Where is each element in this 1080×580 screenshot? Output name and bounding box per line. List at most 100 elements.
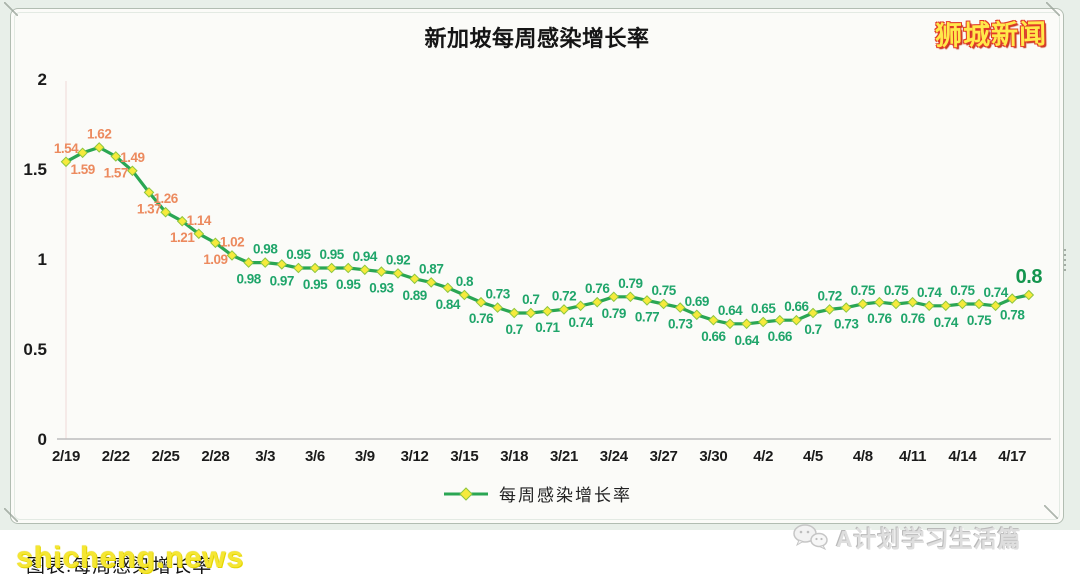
data-point-marker: [558, 304, 570, 315]
data-point-label: 0.74: [983, 285, 1008, 300]
x-tick-label: 2/22: [102, 448, 130, 465]
data-point-marker: [442, 282, 454, 294]
data-point-marker: [757, 316, 769, 328]
y-tick-label: 2: [38, 70, 47, 89]
data-point-marker: [641, 295, 653, 306]
data-point-marker: [608, 291, 620, 303]
data-point-label: 0.71: [535, 320, 560, 335]
data-point-label: 0.66: [768, 329, 793, 344]
data-point-label: 0.76: [900, 311, 925, 326]
data-point-marker: [459, 289, 470, 301]
legend-series-label: 每周感染增长率: [499, 486, 632, 505]
x-tick-label: 3/30: [699, 448, 727, 465]
x-tick-label: 4/2: [753, 448, 773, 465]
data-point-marker: [874, 296, 885, 308]
data-point-marker: [77, 147, 88, 159]
data-point-label: 0.97: [270, 273, 294, 288]
data-point-marker: [1023, 289, 1035, 301]
data-point-marker: [940, 300, 952, 312]
x-tick-label: 4/11: [899, 448, 926, 465]
chart-title: 新加坡每周感染增长率: [424, 26, 650, 51]
data-point-label: 0.94: [353, 249, 378, 264]
data-point-marker: [342, 262, 354, 274]
data-point-marker: [658, 298, 669, 310]
data-point-marker: [127, 165, 138, 177]
data-point-marker: [807, 307, 819, 319]
data-point-label: 0.74: [568, 315, 593, 330]
chart-card-inner-border: [14, 12, 1060, 520]
y-tick-label: 0.5: [23, 340, 47, 359]
data-point-label: 0.98: [253, 242, 278, 257]
data-point-marker: [226, 250, 238, 261]
data-point-label: 0.7: [506, 322, 523, 337]
data-point-marker: [890, 298, 902, 310]
data-point-marker: [674, 302, 686, 313]
data-point-label: 1.14: [187, 213, 212, 228]
data-point-label: 1.09: [203, 252, 227, 267]
data-point-label: 0.75: [967, 313, 992, 328]
x-tick-label: 2/28: [201, 448, 229, 465]
data-point-label: 1.02: [220, 234, 244, 249]
data-point-marker: [525, 307, 537, 319]
data-point-marker: [1006, 293, 1018, 304]
data-point-label: 0.93: [369, 281, 394, 296]
x-tick-label: 3/27: [650, 448, 678, 465]
chart-legend: 每周感染增长率: [11, 481, 1063, 506]
data-point-label: 0.84: [436, 297, 461, 312]
x-tick-label: 3/6: [305, 448, 325, 465]
data-point-label: 0.95: [286, 247, 311, 262]
data-point-label: 0.74: [934, 315, 959, 330]
data-point-label: 1.37: [137, 201, 161, 216]
data-point-label: 0.75: [950, 283, 975, 298]
y-tick-label: 0: [38, 430, 47, 449]
growth-line-chart: 2 1.5 1 0.5 0 2/19 2/22 2/25 2/28 3/3 3/6 3/9 3/12 3/…: [23, 70, 1051, 465]
scrollbar-indicator[interactable]: [1062, 246, 1068, 274]
data-point-label: 0.64: [734, 333, 759, 348]
data-point-marker: [160, 206, 171, 218]
y-tick-label: 1.5: [23, 160, 47, 179]
data-point-marker: [973, 298, 985, 310]
data-point-marker: [708, 314, 719, 326]
y-tick-label: 1: [38, 250, 47, 269]
data-point-marker: [691, 309, 703, 321]
data-point-label: 0.92: [386, 252, 410, 267]
x-tick-label: 3/21: [550, 448, 578, 465]
data-point-marker: [392, 268, 404, 279]
data-point-label: 0.77: [635, 309, 659, 324]
shicheng-news-watermark: shicheng.news: [16, 541, 245, 574]
wechat-account-name: A计划学习生活篇: [836, 526, 1022, 552]
data-point-label: 1.57: [104, 165, 128, 180]
data-point-label: 0.7: [522, 292, 539, 307]
data-point-marker: [923, 300, 935, 312]
data-point-label: 0.78: [1000, 308, 1025, 323]
data-point-marker: [575, 300, 586, 312]
data-point-label: 0.95: [336, 277, 361, 292]
legend-line-marker-icon: [444, 486, 488, 501]
data-point-marker: [475, 296, 487, 308]
data-point-marker: [276, 259, 288, 270]
data-point-label: 0.98: [236, 272, 261, 287]
data-point-marker: [791, 314, 802, 326]
data-point-marker: [176, 215, 188, 227]
data-point-marker: [243, 257, 254, 268]
chart-source-caption: 图表:每周感染增长率: [26, 556, 213, 577]
x-tick-label: 3/24: [600, 448, 629, 465]
data-point-marker: [326, 262, 337, 274]
x-tick-label: 4/14: [948, 448, 977, 465]
data-point-label: 0.74: [917, 285, 942, 300]
data-point-label: 0.66: [701, 329, 726, 344]
data-point-label: 1.59: [70, 162, 94, 177]
data-point-label: 0.66: [784, 299, 809, 314]
data-point-marker: [508, 307, 520, 319]
data-point-label: 0.75: [884, 283, 909, 298]
data-point-label: 0.75: [651, 283, 676, 298]
x-tick-label: 4/17: [998, 448, 1026, 465]
x-tick-label: 3/12: [401, 448, 429, 465]
data-point-marker: [259, 257, 271, 268]
data-point-marker: [425, 277, 437, 288]
data-point-label: 1.62: [87, 126, 111, 141]
x-tick-label: 4/5: [803, 448, 823, 465]
x-tick-label: 2/25: [152, 448, 180, 465]
data-point-label: 0.95: [319, 247, 344, 262]
